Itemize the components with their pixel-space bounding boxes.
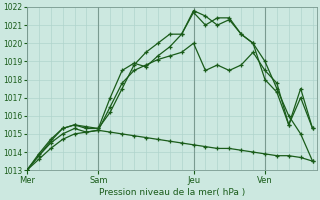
X-axis label: Pression niveau de la mer( hPa ): Pression niveau de la mer( hPa ) xyxy=(99,188,245,197)
